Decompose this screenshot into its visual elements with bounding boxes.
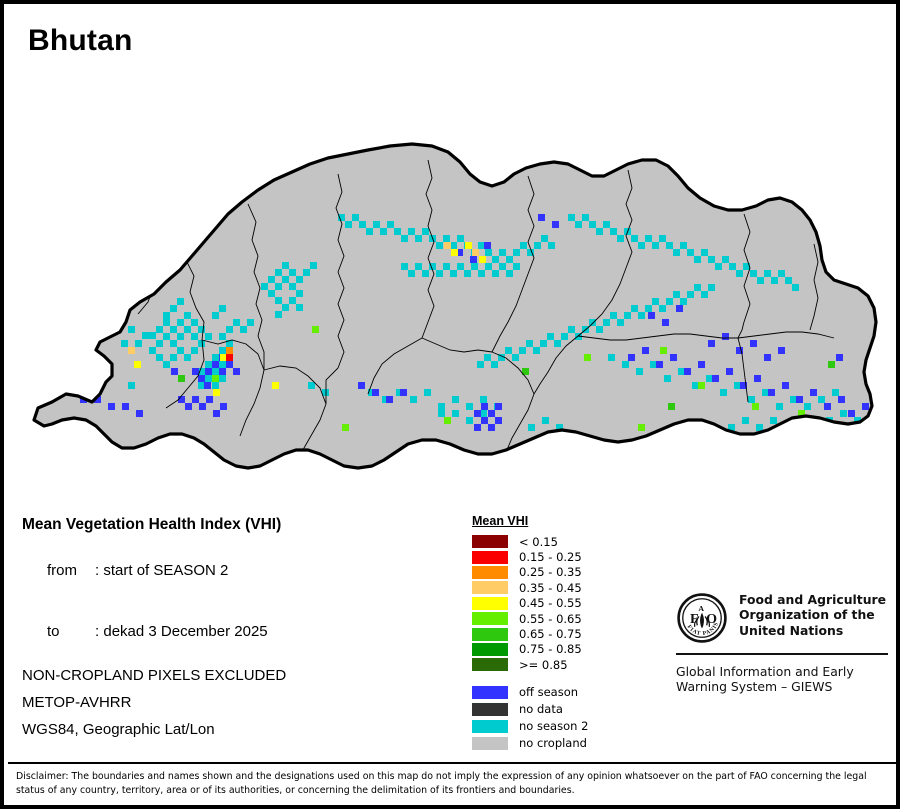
legend-class-list: < 0.15 0.15 - 0.25 0.25 - 0.35 0.35 - 0.45 0… xyxy=(472,534,672,673)
legend-row: >= 0.85 xyxy=(472,657,672,672)
page-title: Bhutan xyxy=(28,24,133,57)
legend-row: 0.15 - 0.25 xyxy=(472,549,672,564)
legend-row: no data xyxy=(472,701,672,718)
legend-swatch xyxy=(472,581,508,595)
map-legend: Mean VHI < 0.15 0.15 - 0.25 0.25 - 0.35 0.3… xyxy=(472,514,672,752)
legend-special-list: off season no data no season 2 no cropland xyxy=(472,684,672,752)
legend-label: 0.35 - 0.45 xyxy=(519,580,582,595)
legend-label: >= 0.85 xyxy=(519,657,568,672)
legend-swatch xyxy=(472,550,508,564)
info-heading: Mean Vegetation Health Index (VHI) xyxy=(22,516,282,533)
legend-swatch xyxy=(472,627,508,641)
legend-row: < 0.15 xyxy=(472,534,672,549)
legend-label: 0.45 - 0.55 xyxy=(519,596,582,611)
disclaimer-divider xyxy=(8,762,900,764)
legend-row: no cropland xyxy=(472,735,672,752)
disclaimer-text: Disclaimer: The boundaries and names sho… xyxy=(16,771,867,796)
legend-label: 0.25 - 0.35 xyxy=(519,565,582,580)
fao-org-line2: Organization of the xyxy=(739,607,875,623)
legend-swatch xyxy=(472,736,508,750)
svg-text:F: F xyxy=(690,611,699,627)
legend-swatch xyxy=(472,658,508,672)
legend-row: 0.35 - 0.45 xyxy=(472,580,672,595)
legend-row: no season 2 xyxy=(472,718,672,735)
legend-swatch xyxy=(472,642,508,656)
info-cropland-note: NON-CROPLAND PIXELS EXCLUDED xyxy=(22,667,287,684)
legend-row: 0.45 - 0.55 xyxy=(472,596,672,611)
info-sensor: METOP-AVHRR xyxy=(22,694,132,711)
info-to-key: to xyxy=(47,623,60,640)
legend-label: < 0.15 xyxy=(519,534,558,549)
legend-spacer xyxy=(472,673,672,684)
legend-row: 0.25 - 0.35 xyxy=(472,565,672,580)
vhi-raster-cells xyxy=(38,212,876,431)
fao-divider xyxy=(676,653,888,655)
legend-label: no season 2 xyxy=(519,719,589,734)
info-from-key: from xyxy=(47,562,78,579)
giews-line1: Global Information and Early xyxy=(676,664,854,679)
legend-row: 0.75 - 0.85 xyxy=(472,642,672,657)
info-to-row: to : dekad 3 December 2025 xyxy=(22,606,462,657)
legend-swatch xyxy=(472,702,508,716)
info-to-value: : dekad 3 December 2025 xyxy=(95,623,268,640)
legend-label: 0.75 - 0.85 xyxy=(519,642,582,657)
legend-label: 0.15 - 0.25 xyxy=(519,550,582,565)
legend-row: 0.65 - 0.75 xyxy=(472,626,672,641)
legend-swatch xyxy=(472,535,508,549)
legend-label: 0.65 - 0.75 xyxy=(519,627,582,642)
fao-org-line1: Food and Agriculture xyxy=(739,592,887,607)
svg-text:A: A xyxy=(698,604,704,613)
legend-swatch xyxy=(472,596,508,610)
legend-swatch xyxy=(472,719,508,733)
legend-swatch xyxy=(472,612,508,626)
bhutan-map-svg xyxy=(32,142,878,470)
country-outline xyxy=(32,142,878,470)
legend-row: 0.55 - 0.65 xyxy=(472,611,672,626)
legend-swatch xyxy=(472,685,508,699)
fao-organization-name: Food and Agriculture Organization of the… xyxy=(739,592,886,638)
legend-row: off season xyxy=(472,684,672,701)
country-landmass xyxy=(34,144,876,468)
legend-swatch xyxy=(472,565,508,579)
legend-title: Mean VHI xyxy=(472,514,529,528)
giews-line2: Warning System – GIEWS xyxy=(676,679,833,695)
fao-branding: F O A FIAT PANIS Food and Agriculture Or… xyxy=(676,592,894,695)
legend-label: no data xyxy=(519,702,563,717)
fao-org-line3: United Nations xyxy=(739,622,844,638)
svg-text:O: O xyxy=(706,611,717,627)
giews-system-name: Global Information and Early Warning Sys… xyxy=(676,664,894,695)
admin-boundaries xyxy=(137,159,835,463)
fao-logo-icon: F O A FIAT PANIS xyxy=(677,593,727,643)
map-info-block: Mean Vegetation Health Index (VHI) from:… xyxy=(22,516,462,748)
legend-label: 0.55 - 0.65 xyxy=(519,611,582,626)
map-canvas[interactable] xyxy=(8,64,896,504)
legend-label: off season xyxy=(519,685,579,700)
info-from-row: from : start of SEASON 2 xyxy=(22,545,462,596)
info-projection: WGS84, Geographic Lat/Lon xyxy=(22,721,215,738)
info-from-value: : start of SEASON 2 xyxy=(95,562,229,579)
legend-label: no cropland xyxy=(519,736,587,751)
